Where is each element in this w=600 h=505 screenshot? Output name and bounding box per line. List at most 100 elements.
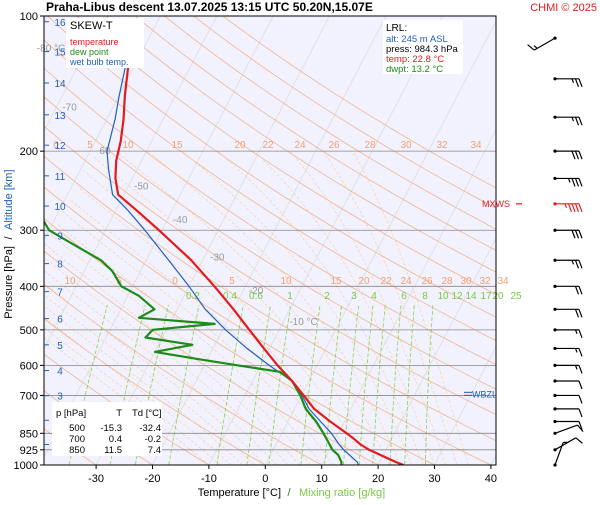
altitude-tick-label: 11 — [55, 172, 66, 183]
wind-barb — [553, 259, 582, 269]
wind-barb-staff — [555, 425, 578, 433]
y-axis-title-separator: / — [3, 236, 15, 240]
wind-barb-flag — [576, 309, 579, 317]
y-tick-label: 400 — [20, 281, 38, 293]
wind-barb-station — [553, 347, 556, 350]
copyright: CHMI © 2025 — [530, 2, 597, 14]
wind-barb-flag — [579, 230, 582, 238]
wind-barb — [553, 116, 582, 126]
theta-label: 26 — [421, 276, 433, 287]
theta-label: 20 — [234, 140, 246, 151]
x-tick-label: -10 — [201, 473, 217, 485]
y-axis-title-altitude: Altitude [km] — [3, 169, 15, 230]
table-header-p: p [hPa] — [56, 408, 86, 419]
y-tick-label: 925 — [20, 445, 38, 457]
mixing-ratio-label: 25 — [510, 291, 522, 302]
altitude-tick-label: 16 — [54, 18, 66, 29]
isotherm-line — [491, 16, 600, 465]
theta-label: 24 — [294, 140, 306, 151]
theta-label: 5 — [87, 140, 93, 151]
wind-barb-flag — [576, 286, 579, 294]
legend-wetbulb: wet bulb temp. — [69, 57, 129, 67]
wind-barb-flag — [579, 381, 582, 389]
wind-barb — [553, 308, 582, 318]
altitude-tick-label: 8 — [57, 260, 63, 271]
wind-barb-station — [553, 394, 556, 397]
y-axis-title-pressure: Pressure [hPa] — [3, 246, 15, 319]
wind-barb-flag — [579, 79, 582, 87]
wind-barb-station — [553, 202, 556, 205]
mixing-ratio-label: 12 — [451, 291, 463, 302]
mixing-ratio-label: 0.6 — [249, 291, 263, 302]
mixing-ratio-label: 8 — [422, 291, 428, 302]
wind-barb-station — [553, 463, 556, 466]
wind-barb-half-flag — [569, 178, 571, 182]
wind-barb-flag — [579, 117, 582, 125]
wind-barb-station — [553, 177, 556, 180]
x-tick-label: -20 — [145, 473, 161, 485]
wind-barb-flag — [576, 79, 579, 87]
theta-label: 28 — [441, 276, 453, 287]
x-tick-label: 20 — [372, 473, 384, 485]
y-tick-label: 200 — [20, 146, 38, 158]
wind-barb — [553, 407, 582, 417]
theta-label: 34 — [470, 140, 482, 151]
theta-label: 22 — [380, 276, 392, 287]
altitude-tick-label: 6 — [57, 315, 63, 326]
altitude-tick-label: 15 — [54, 48, 66, 59]
y-tick-label: 850 — [20, 428, 38, 440]
theta-label: 15 — [171, 140, 183, 151]
wind-barbs — [528, 36, 583, 466]
wind-barb — [553, 425, 583, 435]
y-tick-label: 300 — [20, 225, 38, 237]
wind-barb-flag — [579, 330, 582, 338]
table-cell: 11.5 — [104, 445, 122, 456]
altitude-tick-label: 3 — [57, 392, 63, 403]
isotherm-label: -10 °C — [289, 317, 317, 328]
mixing-ratio-label: 17 — [480, 291, 492, 302]
x-axis-title-separator: / — [287, 487, 291, 499]
altitude-tick-label: 5 — [57, 341, 63, 352]
wind-barb-station — [553, 77, 556, 80]
wind-barb-flag — [572, 204, 575, 212]
altitude-tick-label: 10 — [54, 202, 66, 213]
wind-barb-station — [553, 420, 556, 423]
wind-barb-flag — [572, 178, 575, 186]
wind-barb-flag — [579, 286, 582, 294]
theta-label: 10 — [64, 276, 76, 287]
mixing-ratio-label: 14 — [465, 291, 477, 302]
legend-dewpoint: dew point — [70, 47, 109, 57]
table-cell: -0.2 — [145, 434, 161, 445]
theta-label: 10 — [122, 140, 134, 151]
wind-barb-station — [553, 328, 556, 331]
wind-barb-station — [553, 36, 556, 39]
isotherm-line — [547, 16, 600, 465]
table-header-t: T — [116, 408, 122, 419]
wind-barb — [553, 394, 582, 404]
wind-barb — [553, 438, 582, 452]
table-header-td: Td [°C] — [132, 408, 162, 419]
y-tick-label: 700 — [20, 390, 38, 402]
x-tick-label: 10 — [316, 473, 328, 485]
wind-barb-flag — [576, 260, 579, 268]
wind-barb — [553, 285, 582, 295]
wind-barb-flag — [528, 45, 535, 50]
y-axis-title: Pressure [hPa] / Altitude [km] — [3, 169, 15, 318]
wind-barb-flag — [576, 204, 579, 212]
isotherm-label: -30 — [210, 252, 225, 263]
lrl-dewpoint: dwpt: 13.2 °C — [386, 64, 443, 75]
x-tick-label: 40 — [485, 473, 497, 485]
wind-barb — [553, 229, 582, 239]
mxws-label: MXWS — [482, 199, 510, 209]
wind-barb-flag — [579, 151, 582, 159]
isotherm-label: -40 — [173, 215, 188, 226]
wind-barb — [528, 36, 557, 50]
theta-label: 0 — [172, 276, 178, 287]
table-cell: 7.4 — [148, 445, 161, 456]
altitude-tick-label: 14 — [54, 79, 66, 90]
wind-barb-half-flag — [534, 46, 537, 49]
x-tick-label: -30 — [88, 473, 104, 485]
wind-barb-flag — [572, 151, 575, 159]
table-cell: 850 — [69, 445, 85, 456]
